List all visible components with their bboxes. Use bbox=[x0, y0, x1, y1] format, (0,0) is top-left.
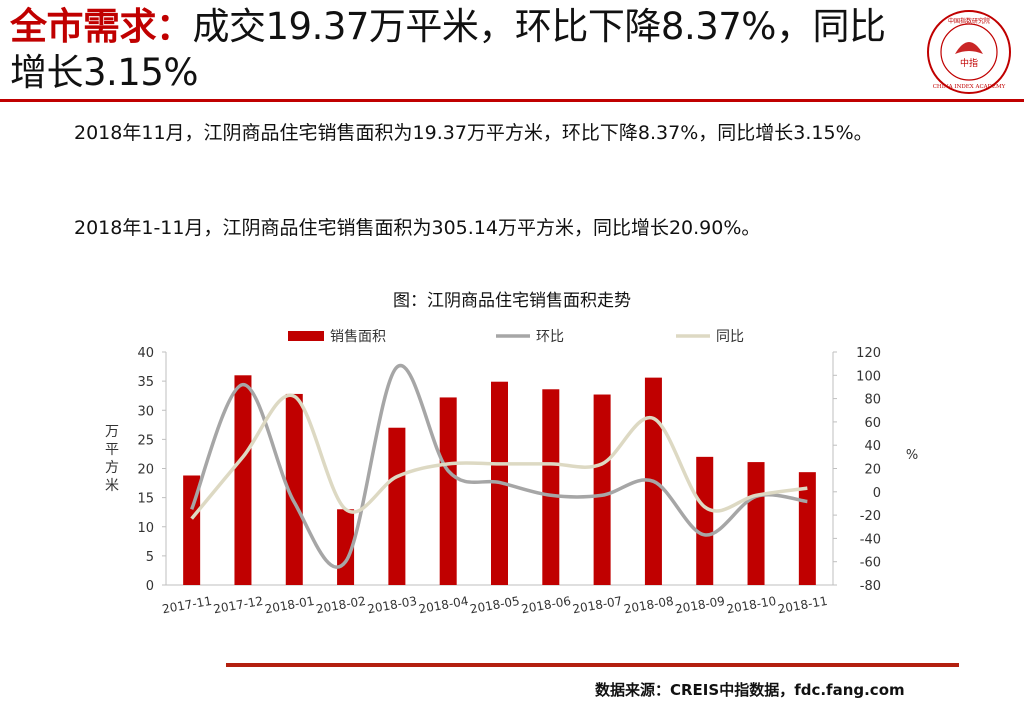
y-left-tick-label: 20 bbox=[137, 463, 154, 478]
chart-title: 图：江阴商品住宅销售面积走势 bbox=[393, 291, 631, 311]
logo-top-text: 中国指数研究院 bbox=[948, 17, 990, 25]
bar-sales-area bbox=[593, 394, 611, 585]
y-right-tick-label: -20 bbox=[860, 509, 881, 524]
bar-sales-area bbox=[439, 397, 457, 585]
china-index-academy-logo: 中指 中国指数研究院 CHINA INDEX ACADEMY bbox=[925, 8, 1013, 96]
chart-legend: 销售面积 环比 同比 bbox=[288, 329, 744, 345]
y-right-tick-label: 100 bbox=[856, 369, 881, 384]
slide-title: 全市需求：成交19.37万平米，环比下降8.37%，同比增长3.15% bbox=[10, 4, 910, 96]
paragraph-ytd: 2018年1-11月，江阴商品住宅销售面积为305.14万平方米，同比增长20.… bbox=[74, 217, 761, 239]
y-axis-label-char: 万 bbox=[105, 424, 119, 440]
x-tick-label: 2018-04 bbox=[418, 594, 470, 616]
y-left-tick-label: 35 bbox=[137, 375, 154, 390]
bar-sales-area bbox=[747, 462, 765, 585]
x-tick-label: 2018-08 bbox=[623, 594, 675, 616]
slide-title-highlight: 全市需求： bbox=[10, 5, 193, 48]
logo-center-text: 中指 bbox=[960, 57, 978, 69]
x-tick-label: 2017-11 bbox=[161, 594, 213, 616]
y-right-tick-label: 40 bbox=[864, 439, 881, 454]
y-right-tick-label: -60 bbox=[860, 556, 881, 571]
y-right-tick-label: 0 bbox=[873, 486, 881, 501]
y-right-tick-label: -40 bbox=[860, 532, 881, 547]
y-left-tick-label: 0 bbox=[146, 579, 154, 594]
y-axis-label-char: 方 bbox=[105, 460, 119, 476]
legend-label-sales-area: 销售面积 bbox=[330, 329, 386, 345]
y-left-tick-label: 25 bbox=[137, 433, 154, 448]
y-left-tick-label: 30 bbox=[137, 404, 154, 419]
legend-label-yoy: 同比 bbox=[716, 329, 744, 345]
y-right-tick-label: 120 bbox=[856, 346, 881, 361]
x-tick-label: 2018-07 bbox=[572, 594, 624, 616]
bar-sales-area bbox=[542, 389, 560, 585]
y-right-tick-label: 20 bbox=[864, 463, 881, 478]
x-tick-label: 2017-12 bbox=[212, 594, 264, 616]
x-tick-label: 2018-09 bbox=[674, 594, 726, 616]
paragraph-monthly: 2018年11月，江阴商品住宅销售面积为19.37万平方米，环比下降8.37%，… bbox=[74, 122, 873, 144]
data-source: 数据来源：CREIS中指数据，fdc.fang.com bbox=[595, 681, 905, 699]
bar-sales-area bbox=[234, 375, 252, 585]
y2-axis-label: % bbox=[906, 448, 918, 463]
bar-sales-area bbox=[696, 456, 714, 585]
legend-swatch-sales-area bbox=[288, 331, 324, 341]
bar-sales-area bbox=[183, 475, 201, 585]
y-left-tick-label: 40 bbox=[137, 346, 154, 361]
x-tick-label: 2018-10 bbox=[725, 594, 777, 616]
y-right-tick-label: 80 bbox=[864, 393, 881, 408]
y-left-tick-label: 15 bbox=[137, 492, 154, 507]
line-mom bbox=[190, 363, 808, 569]
line-yoy bbox=[190, 393, 808, 520]
y-left-tick-label: 10 bbox=[137, 521, 154, 536]
y-left-tick-label: 5 bbox=[146, 550, 154, 565]
bar-sales-area bbox=[388, 427, 406, 585]
y-right-tick-label: 60 bbox=[864, 416, 881, 431]
bar-sales-area bbox=[285, 393, 303, 585]
sales-area-chart: 0 5 10 15 20 25 30 35 40 -80 -60 -40 -20 0 20 40 60 80 100… bbox=[105, 329, 918, 616]
x-tick-label: 2018-11 bbox=[777, 594, 829, 616]
slide-title-rest: 成交19.37万平米，环比下降8.37%，同比增长3.15% bbox=[10, 5, 886, 94]
y-axis-label-char: 米 bbox=[105, 478, 119, 494]
y-right-tick-label: -80 bbox=[860, 579, 881, 594]
y-axis-label-char: 平 bbox=[105, 442, 119, 458]
x-tick-label: 2018-03 bbox=[366, 594, 418, 616]
footer-divider bbox=[226, 663, 959, 667]
title-divider bbox=[0, 99, 1024, 102]
legend-label-mom: 环比 bbox=[536, 329, 564, 345]
x-tick-label: 2018-06 bbox=[520, 594, 572, 616]
logo-ring-text: CHINA INDEX ACADEMY bbox=[933, 84, 1006, 90]
x-tick-label: 2018-05 bbox=[469, 594, 521, 616]
x-tick-label: 2018-01 bbox=[264, 594, 316, 616]
x-tick-label: 2018-02 bbox=[315, 594, 367, 616]
